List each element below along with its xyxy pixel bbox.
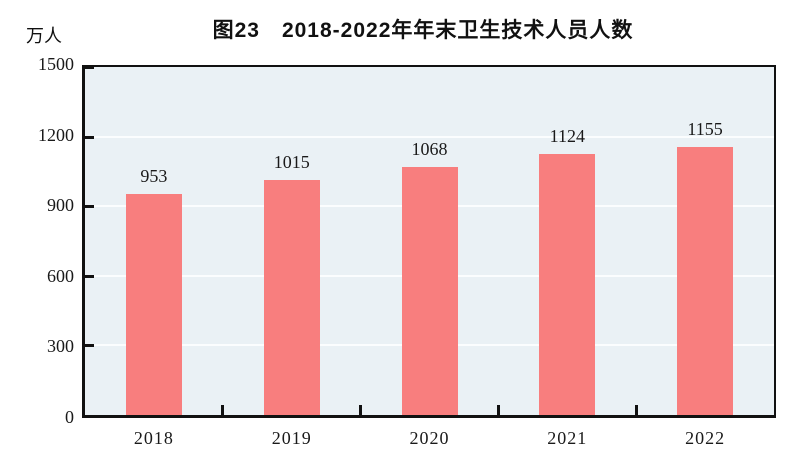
x-tick-mark	[634, 405, 638, 415]
y-tick-mark	[85, 135, 94, 139]
x-axis-category-label: 2019	[271, 428, 312, 448]
gridline	[85, 135, 774, 138]
y-axis-tick-label: 1500	[38, 54, 74, 74]
bar-value-label: 1124	[549, 126, 585, 146]
x-axis-category-label: 2018	[133, 428, 174, 448]
y-tick-mark	[85, 274, 94, 278]
bar	[125, 194, 182, 415]
y-tick-mark	[85, 66, 94, 69]
x-tick-mark	[359, 405, 363, 415]
bar	[401, 167, 458, 415]
bar-value-label: 953	[140, 166, 168, 186]
x-axis-category-label: 2021	[547, 428, 588, 448]
y-axis-tick-label: 1200	[38, 124, 74, 145]
y-axis-unit-label: 万人	[26, 26, 62, 46]
bar	[263, 180, 320, 415]
bar-value-label: 1155	[687, 119, 723, 139]
y-axis-tick-label: 600	[47, 265, 74, 286]
y-axis-tick-label: 300	[47, 336, 74, 357]
bar-value-label: 1068	[411, 139, 448, 159]
bar-value-label: 1015	[273, 152, 310, 172]
y-axis-tick-label: 900	[47, 195, 74, 216]
bar	[677, 147, 734, 415]
bar	[539, 154, 596, 415]
y-tick-mark	[85, 344, 94, 348]
x-tick-mark	[496, 405, 500, 415]
chart-title: 图23 2018-2022年年末卫生技术人员人数	[212, 19, 634, 42]
x-tick-mark	[221, 405, 225, 415]
x-axis-category-label: 2020	[409, 428, 450, 448]
plot-area: 953 1015 1068 1124 1155	[82, 65, 776, 418]
x-axis-category-label: 2022	[685, 428, 726, 448]
y-tick-mark	[85, 205, 94, 209]
y-axis-tick-label: 0	[65, 407, 74, 427]
